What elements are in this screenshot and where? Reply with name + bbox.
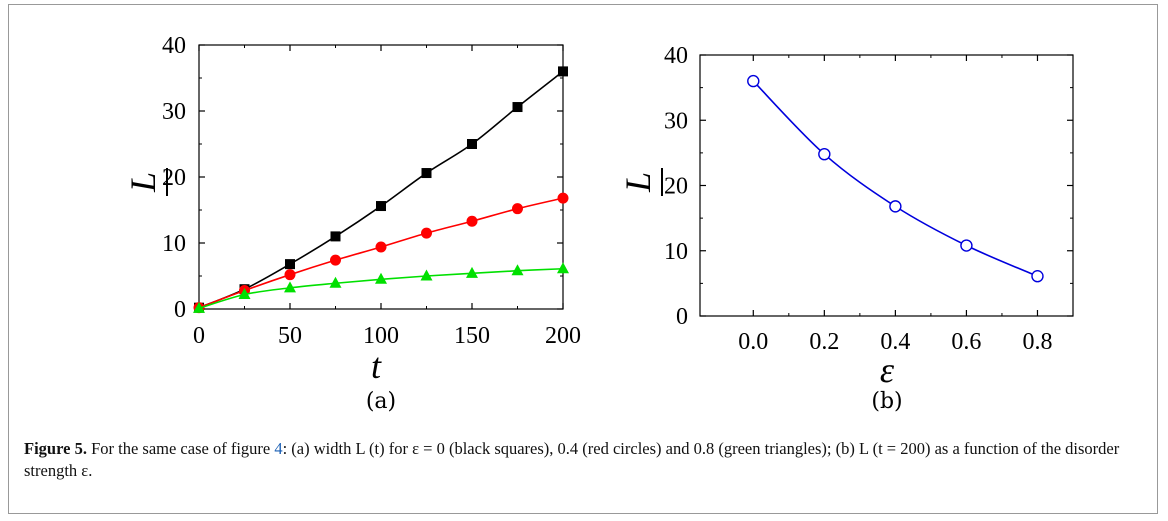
data-point-open-circle bbox=[818, 147, 831, 161]
data-point-square bbox=[376, 201, 386, 212]
data-point-triangle bbox=[375, 272, 387, 284]
data-point-square bbox=[330, 231, 341, 242]
figure-caption: Figure 5. For the same case of figure 4:… bbox=[24, 438, 1144, 482]
x-tick-label: 100 bbox=[363, 323, 399, 349]
x-tick-label: 50 bbox=[278, 323, 302, 349]
y-tick-label: 0 bbox=[676, 304, 688, 330]
caption-figure-label: Figure 5. bbox=[24, 439, 87, 458]
data-point-triangle bbox=[329, 276, 342, 288]
panel-label: (a) bbox=[366, 389, 396, 414]
data-point-square bbox=[467, 139, 477, 149]
x-tick-label: 0 bbox=[193, 323, 205, 349]
y-tick-label: 10 bbox=[664, 239, 688, 265]
data-point-open-circle bbox=[889, 200, 902, 213]
y-tick-label: 10 bbox=[162, 231, 186, 257]
series-2-line bbox=[198, 197, 564, 309]
data-point-square bbox=[558, 66, 568, 77]
data-point-triangle bbox=[557, 262, 569, 274]
y-axis-label: L bbox=[618, 172, 658, 193]
data-point-circle bbox=[330, 254, 341, 266]
series-1-line bbox=[198, 70, 564, 309]
series-1-line bbox=[752, 80, 1038, 277]
data-point-circle bbox=[284, 269, 296, 281]
panel-label: (b) bbox=[871, 389, 902, 414]
panel-a-chart: 0 50 100 150 200 0 10 20 30 40 t L (a) bbox=[123, 33, 581, 414]
data-point-square bbox=[512, 102, 523, 113]
x-tick-label: 0.6 bbox=[951, 329, 981, 355]
x-tick-label: 200 bbox=[545, 323, 581, 349]
y-tick-label: 40 bbox=[162, 33, 186, 59]
data-point-triangle bbox=[420, 269, 433, 281]
panel-b-chart: 0.0 0.2 0.4 0.6 0.8 0 10 20 30 40 ε L (b) bbox=[618, 43, 1074, 414]
data-point-open-circle bbox=[960, 239, 973, 252]
plot-frame bbox=[198, 44, 564, 310]
y-axis-label: L bbox=[123, 172, 163, 193]
data-point-square bbox=[285, 259, 295, 270]
data-point-circle bbox=[375, 241, 387, 253]
y-tick-label: 20 bbox=[664, 174, 688, 200]
data-point-triangle bbox=[193, 301, 205, 313]
y-tick-label: 30 bbox=[162, 99, 186, 125]
x-tick-label: 0.0 bbox=[738, 329, 768, 355]
data-point-triangle bbox=[511, 264, 524, 276]
figure-frame bbox=[8, 4, 1158, 514]
x-axis-label: ε bbox=[880, 350, 895, 390]
caption-figure-link[interactable]: 4 bbox=[274, 439, 283, 458]
y-tick-label: 0 bbox=[174, 297, 186, 323]
data-point-triangle bbox=[284, 281, 296, 293]
caption-text-start: For the same case of figure bbox=[86, 439, 275, 458]
plot-frame bbox=[699, 54, 1074, 317]
data-point-circle bbox=[512, 203, 523, 215]
y-tick-label: 30 bbox=[664, 108, 688, 134]
data-point-triangle bbox=[238, 287, 251, 299]
x-tick-label: 150 bbox=[454, 323, 490, 349]
data-point-open-circle bbox=[747, 74, 760, 88]
data-point-square bbox=[421, 168, 432, 179]
x-tick-label: 0.8 bbox=[1022, 329, 1052, 355]
data-point-circle bbox=[557, 192, 569, 204]
x-tick-label: 0.4 bbox=[880, 329, 910, 355]
data-point-triangle bbox=[466, 266, 478, 278]
y-tick-label: 20 bbox=[162, 165, 186, 191]
x-axis-label: t bbox=[371, 346, 382, 386]
caption-text-end: : (a) width L (t) for ε = 0 (black squar… bbox=[24, 439, 1120, 480]
data-point-circle bbox=[466, 215, 478, 227]
y-tick-label: 40 bbox=[664, 43, 688, 69]
data-point-circle bbox=[421, 227, 432, 239]
data-point-open-circle bbox=[1031, 269, 1044, 283]
x-tick-label: 0.2 bbox=[809, 329, 839, 355]
